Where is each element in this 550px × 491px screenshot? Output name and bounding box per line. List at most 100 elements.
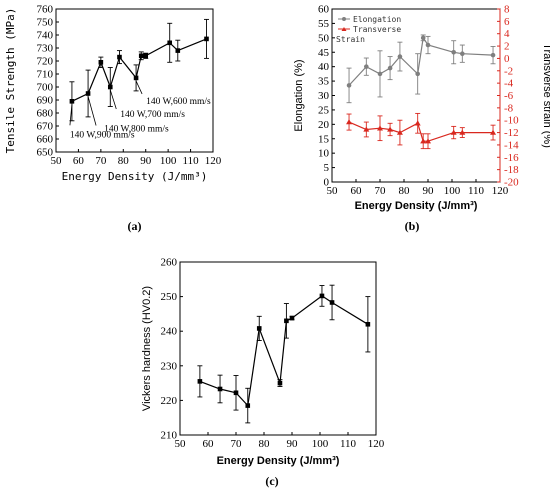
data-point [346,83,352,88]
y-tick-label: 250 [161,291,178,303]
x-tick-label: 80 [118,155,130,167]
y-tick-label: 720 [37,56,54,68]
data-point [364,64,369,69]
y-tick-label: 220 [161,395,178,407]
data-point [451,49,456,55]
y-tick-label: 760 [37,4,54,16]
y-axis-label: Elongation (%) [293,59,305,131]
series-line [348,121,493,142]
y-tick-label: 710 [37,69,54,81]
data-point [414,120,421,126]
x-tick-label: 110 [340,438,357,450]
annotation-leader [87,96,97,126]
data-point [415,71,420,77]
data-point [365,321,371,327]
data-point [420,138,427,144]
x-tick-label: 100 [312,438,329,450]
series-line [348,36,494,86]
right-y-tick-label: 6 [504,16,510,28]
y-tick-label: 210 [161,430,178,442]
y-tick-label: 15 [318,133,330,145]
right-y-tick-label: 8 [504,4,510,16]
y-axis-label: Tensile Strength (MPa) [4,8,17,154]
x-axis-label: Energy Density (J/mm³) [355,200,478,212]
y-tick-label: 45 [318,47,330,59]
x-tick-label: 90 [140,155,152,167]
data-point [277,380,283,386]
right-y-tick-label: -4 [504,78,514,90]
y-tick-label: 35 [318,76,330,88]
data-point [175,48,181,53]
data-point [490,52,496,58]
x-tick-label: 50 [327,185,339,197]
right-y-tick-label: -10 [504,115,519,127]
panel-2: 50 60 70 80 90 100 110 120 210 220 230 240 250 260 Vic… [141,257,385,489]
y-tick-label: 680 [37,108,54,120]
annotation-label: 140 W,800 mm/s [104,125,169,135]
y-tick-label: 750 [37,17,54,29]
right-y-tick-label: -8 [504,102,514,114]
x-tick-label: 70 [375,185,387,197]
y-tick-label: 670 [37,121,54,133]
x-axis-label: Energy Density (J/mm³) [62,170,208,183]
y-tick-label: 40 [318,61,330,73]
right-y-tick-label: 2 [504,41,510,53]
panel-0: 50 60 70 80 90 100 110 120 650660670680690700710… [4,4,222,234]
series-line [199,295,369,407]
panel-label: (b) [405,219,420,233]
data-point [197,379,203,384]
data-point [387,65,393,71]
annotation-label: 140 W,900 mm/s [70,130,135,140]
right-y-axis-label: Transverse strain (%) [541,43,550,148]
x-tick-label: 100 [160,155,177,167]
right-y-tick-label: -2 [504,65,513,77]
data-point [490,129,497,135]
y-tick-label: 50 [318,32,330,44]
x-tick-label: 80 [259,438,271,450]
data-point [133,75,139,81]
data-point [425,138,431,144]
x-axis-label: Energy Density (J/mm³) [217,455,340,467]
data-point [289,315,295,321]
y-tick-label: 690 [37,95,54,107]
right-y-tick-label: 4 [504,28,510,40]
x-tick-label: 80 [399,185,411,197]
y-tick-label: 740 [37,30,54,42]
legend-marker-elongation [342,17,346,21]
y-tick-label: 260 [161,257,178,269]
series-line [71,38,207,102]
y-axis-label: Vickers hardness (HV0.2) [141,286,153,411]
y-tick-label: 650 [37,147,54,159]
data-point [85,91,91,96]
data-point [329,300,335,305]
x-tick-label: 110 [468,185,485,197]
data-point [397,54,403,59]
x-tick-label: 70 [95,155,107,167]
data-point [98,60,104,65]
data-point [138,53,144,59]
legend-label-transverse: Transverse [353,25,401,34]
panel-1: 50 60 70 80 90 100 110 120051015202530354045505… [293,4,550,234]
data-point [377,125,383,131]
y-tick-label: 230 [161,360,178,372]
x-tick-label: 50 [51,155,63,167]
y-tick-label: 55 [318,18,330,30]
x-tick-label: 70 [231,438,243,450]
right-y-tick-label: 0 [504,53,510,65]
data-point [233,390,239,396]
x-tick-label: 60 [351,185,363,197]
data-point [217,386,223,392]
data-point [459,129,466,135]
right-y-tick-label: -6 [504,90,514,102]
data-point [204,36,209,42]
legend-label-strain: Strain [336,35,365,44]
data-point [107,84,113,90]
x-tick-label: 100 [444,185,461,197]
data-point [387,126,394,132]
x-tick-label: 120 [205,155,222,167]
data-point [425,42,431,48]
data-point [377,71,383,77]
data-point [319,293,325,299]
data-point [396,129,403,135]
data-point [284,318,289,324]
